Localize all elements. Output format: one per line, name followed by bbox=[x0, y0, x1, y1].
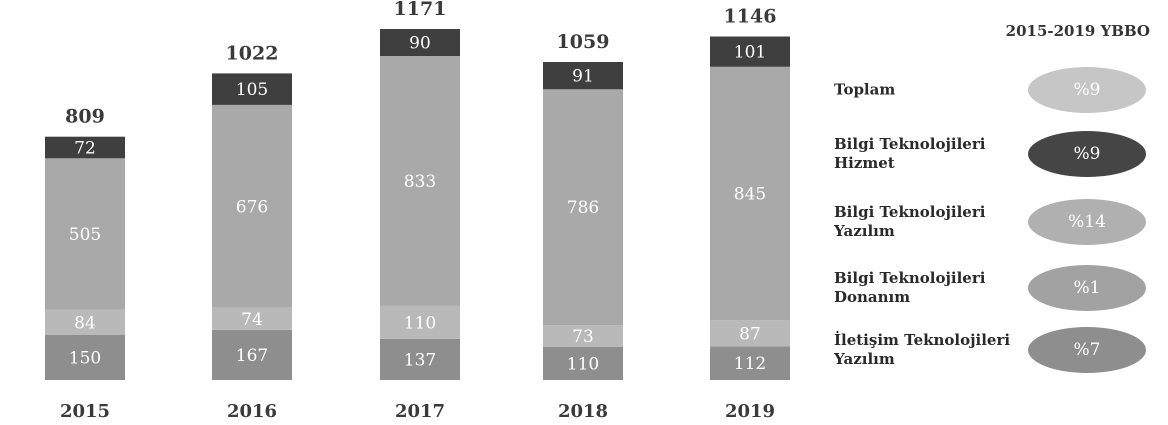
segment-value-label: 73 bbox=[572, 327, 594, 347]
bar-total-label: 1171 bbox=[394, 0, 447, 20]
bar-segment bbox=[212, 329, 292, 380]
growth-row-value: %7 bbox=[1028, 327, 1146, 373]
category-label: 2016 bbox=[227, 401, 277, 422]
growth-row-value: %9 bbox=[1028, 131, 1146, 177]
bar-segment bbox=[543, 62, 623, 90]
growth-panel-title: 2015-2019 YBBO bbox=[1005, 22, 1150, 40]
growth-row-label: İletişim Teknolojileri Yazılım bbox=[834, 331, 1011, 368]
segment-value-label: 101 bbox=[734, 43, 766, 63]
segment-value-label: 167 bbox=[236, 346, 268, 366]
segment-value-label: 91 bbox=[572, 67, 594, 87]
growth-row-label: Bilgi Teknolojileri Hizmet bbox=[834, 135, 986, 172]
segment-value-label: 676 bbox=[236, 197, 268, 217]
bar-segment bbox=[380, 56, 460, 306]
segment-value-label: 87 bbox=[739, 324, 761, 344]
stacked-bar-chart: 150 84 505 72 809 2015 167 74 676 105 1022 2016 137 1… bbox=[45, 0, 790, 422]
growth-row-bt-donanim: Bilgi Teknolojileri Donanım %1 bbox=[820, 258, 1160, 318]
growth-row-bt-hizmet: Bilgi Teknolojileri Hizmet %9 bbox=[820, 124, 1160, 184]
bar-segment bbox=[710, 320, 790, 347]
growth-row-label: Bilgi Teknolojileri Donanım bbox=[834, 269, 986, 306]
segment-value-label: 137 bbox=[404, 350, 436, 370]
category-label: 2019 bbox=[725, 401, 775, 422]
category-label: 2018 bbox=[558, 401, 608, 422]
growth-row-label: Bilgi Teknolojileri Yazılım bbox=[834, 203, 986, 240]
segment-value-label: 833 bbox=[404, 172, 436, 192]
bar-segment bbox=[710, 346, 790, 380]
bar-segment bbox=[212, 307, 292, 330]
segment-value-label: 845 bbox=[734, 185, 766, 205]
bar-total-label: 809 bbox=[65, 106, 105, 128]
segment-value-label: 505 bbox=[69, 225, 101, 245]
bar-total-label: 1146 bbox=[724, 6, 777, 28]
bar-total-label: 1059 bbox=[557, 31, 610, 53]
segment-value-label: 786 bbox=[567, 198, 599, 218]
growth-row-value: %14 bbox=[1028, 199, 1146, 245]
category-label: 2017 bbox=[395, 401, 445, 422]
bar-segment bbox=[380, 305, 460, 339]
segment-value-label: 72 bbox=[74, 139, 96, 159]
segment-value-label: 84 bbox=[74, 313, 96, 333]
bar-segment bbox=[543, 325, 623, 347]
segment-value-label: 110 bbox=[567, 355, 599, 375]
bar-segment bbox=[212, 73, 292, 105]
bar-segment bbox=[212, 104, 292, 308]
growth-row-toplam: Toplam %9 bbox=[820, 60, 1160, 120]
growth-row-value: %9 bbox=[1028, 67, 1146, 113]
growth-row-value: %1 bbox=[1028, 265, 1146, 311]
bar-segment bbox=[45, 309, 125, 335]
bar-segment bbox=[380, 338, 460, 380]
bar-segment bbox=[380, 29, 460, 56]
bar-segment bbox=[45, 158, 125, 310]
segment-value-label: 90 bbox=[409, 34, 431, 54]
segment-value-label: 112 bbox=[734, 354, 766, 374]
bar-segment bbox=[543, 347, 623, 380]
segment-value-label: 74 bbox=[241, 310, 263, 330]
segment-value-label: 105 bbox=[236, 80, 268, 100]
bar-segment bbox=[543, 89, 623, 326]
bar-segment bbox=[710, 66, 790, 321]
growth-row-bt-yazilim: Bilgi Teknolojileri Yazılım %14 bbox=[820, 192, 1160, 252]
segment-value-label: 110 bbox=[404, 313, 436, 333]
segment-value-label: 150 bbox=[69, 349, 101, 369]
bar-total-label: 1022 bbox=[226, 42, 279, 64]
growth-panel: 2015-2019 YBBO Toplam %9 Bilgi Teknoloji… bbox=[820, 0, 1168, 425]
bar-segment bbox=[45, 136, 125, 159]
bar-segment bbox=[45, 335, 125, 380]
category-label: 2015 bbox=[60, 401, 110, 422]
bar-segment bbox=[710, 36, 790, 67]
growth-row-it-yazilim: İletişim Teknolojileri Yazılım %7 bbox=[820, 320, 1160, 380]
growth-row-label: Toplam bbox=[834, 80, 896, 99]
